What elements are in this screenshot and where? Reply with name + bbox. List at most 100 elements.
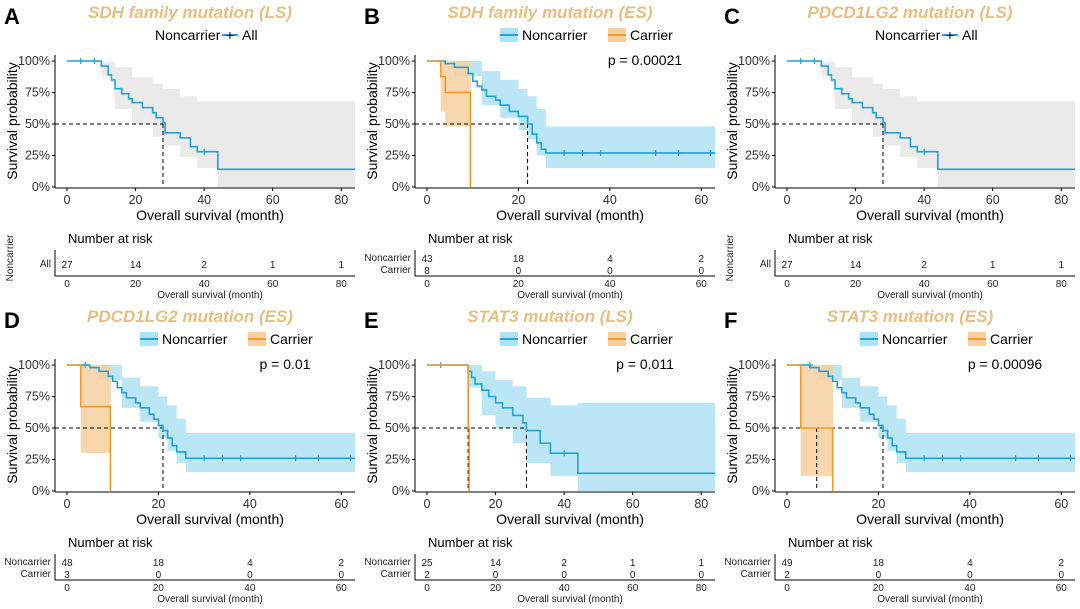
risk-x-tick: 60 xyxy=(267,279,279,290)
panel-letter: A xyxy=(4,4,20,29)
y-tick-label: 75% xyxy=(25,390,50,404)
survival-curve-noncarrier xyxy=(67,364,355,460)
y-tick-label: 50% xyxy=(745,421,770,435)
risk-count: 14 xyxy=(850,260,862,271)
y-axis-label: Survival probability xyxy=(724,62,740,180)
chart-panel-b: B SDH family mutation (ES)Noncarrier Carri… xyxy=(364,3,715,301)
risk-row-label: Noncarrier xyxy=(4,557,51,568)
risk-count: 18 xyxy=(153,558,165,569)
risk-count: 0 xyxy=(339,570,345,581)
y-tick-label: 75% xyxy=(385,390,410,404)
legend-title: Noncarrier xyxy=(155,27,221,43)
panel-letter: D xyxy=(4,308,20,333)
legend: Noncarrier Carrier xyxy=(140,331,313,347)
risk-table: Number at risk Noncarrier 48 18 4 2 Carrier 3 0 0… xyxy=(4,535,355,605)
censor-mark xyxy=(579,149,586,156)
risk-row-label: Carrier xyxy=(380,569,411,580)
survival-curve-all xyxy=(787,60,1075,171)
legend-item: Noncarrier xyxy=(882,331,948,347)
survival-curve-noncarrier xyxy=(787,364,1075,460)
censor-mark xyxy=(77,58,84,64)
risk-count: 2 xyxy=(339,558,345,569)
risk-x-tick: 0 xyxy=(64,583,70,594)
legend-title: Noncarrier xyxy=(875,27,941,43)
y-tick-label: 0% xyxy=(32,484,50,498)
risk-count: 4 xyxy=(607,254,613,265)
risk-x-label: Overall survival (month) xyxy=(157,594,263,605)
y-tick-label: 100% xyxy=(18,54,50,68)
risk-x-label: Overall survival (month) xyxy=(517,594,623,605)
y-tick-label: 100% xyxy=(18,358,50,372)
censor-mark xyxy=(347,455,354,462)
chart-title: STAT3 mutation (LS) xyxy=(467,307,633,326)
x-tick-label: 60 xyxy=(694,193,708,207)
y-tick-label: 25% xyxy=(25,149,50,163)
risk-count: 1 xyxy=(630,558,636,569)
risk-row-label: Noncarrier xyxy=(724,557,771,568)
y-axis-label: Survival probability xyxy=(364,62,380,180)
risk-x-tick: 20 xyxy=(513,279,525,290)
risk-count: 27 xyxy=(781,260,793,271)
risk-count: 0 xyxy=(699,570,705,581)
chart-title: SDH family mutation (LS) xyxy=(88,3,292,22)
y-tick-label: 100% xyxy=(378,54,410,68)
y-tick-label: 50% xyxy=(25,117,50,131)
censor-mark xyxy=(652,149,659,156)
risk-count: 0 xyxy=(156,570,162,581)
legend-item: Carrier xyxy=(270,331,313,347)
censor-mark xyxy=(201,455,208,462)
chart-title: STAT3 mutation (ES) xyxy=(827,307,994,326)
chart-panel-d: D PDCD1LG2 mutation (ES)Noncarrier Carrier… xyxy=(4,307,355,605)
x-tick-label: 40 xyxy=(917,193,931,207)
panel-letter: C xyxy=(724,4,740,29)
censor-mark xyxy=(237,455,244,462)
x-tick-label: 40 xyxy=(243,497,257,511)
x-tick-label: 0 xyxy=(784,193,791,207)
chart-panel-f: F STAT3 mutation (ES)Noncarrier CarrierSur… xyxy=(724,307,1075,605)
y-tick-label: 75% xyxy=(745,390,770,404)
risk-count: 1 xyxy=(699,558,705,569)
risk-x-tick: 60 xyxy=(627,583,639,594)
x-axis-label: Overall survival (month) xyxy=(496,511,644,527)
risk-count: 0 xyxy=(1059,570,1065,581)
risk-side-label: Noncarrier xyxy=(5,234,16,281)
legend-item: Carrier xyxy=(990,331,1033,347)
p-value: p = 0.01 xyxy=(260,356,311,372)
risk-count: 1 xyxy=(339,260,345,271)
risk-x-tick: 20 xyxy=(490,583,502,594)
risk-x-tick: 40 xyxy=(964,583,976,594)
ci-band-noncarrier xyxy=(427,61,715,169)
risk-row-label: All xyxy=(40,259,51,270)
risk-x-tick: 0 xyxy=(424,583,430,594)
x-axis-label: Overall survival (month) xyxy=(496,207,644,223)
risk-count: 0 xyxy=(493,570,499,581)
y-tick-label: 25% xyxy=(745,149,770,163)
risk-count: 2 xyxy=(1059,558,1065,569)
legend-item: Carrier xyxy=(630,27,673,43)
survival-curve-carrier xyxy=(67,364,112,492)
censor-mark xyxy=(219,455,226,462)
risk-count: 2 xyxy=(921,260,927,271)
risk-x-tick: 0 xyxy=(424,279,430,290)
ci-band-all xyxy=(787,61,1075,187)
chart-title: PDCD1LG2 mutation (ES) xyxy=(87,307,293,326)
chart-panel-c: C PDCD1LG2 mutation (LS) Noncarrier + All Sur… xyxy=(724,3,1075,301)
censor-mark xyxy=(1067,455,1074,462)
survival-curve-carrier xyxy=(427,364,470,492)
y-tick-label: 50% xyxy=(385,117,410,131)
y-axis-label: Survival probability xyxy=(4,366,20,484)
x-axis-label: Overall survival (month) xyxy=(856,511,1004,527)
x-tick-label: 60 xyxy=(334,497,348,511)
y-tick-label: 0% xyxy=(752,484,770,498)
risk-x-tick: 20 xyxy=(130,279,142,290)
risk-x-tick: 80 xyxy=(696,583,708,594)
risk-count: 3 xyxy=(64,570,70,581)
panel-letter: E xyxy=(364,308,379,333)
y-tick-label: 0% xyxy=(752,180,770,194)
legend: Noncarrier + All xyxy=(155,27,258,43)
x-tick-label: 40 xyxy=(963,497,977,511)
risk-row-label: Noncarrier xyxy=(364,253,411,264)
risk-count: 14 xyxy=(490,558,502,569)
